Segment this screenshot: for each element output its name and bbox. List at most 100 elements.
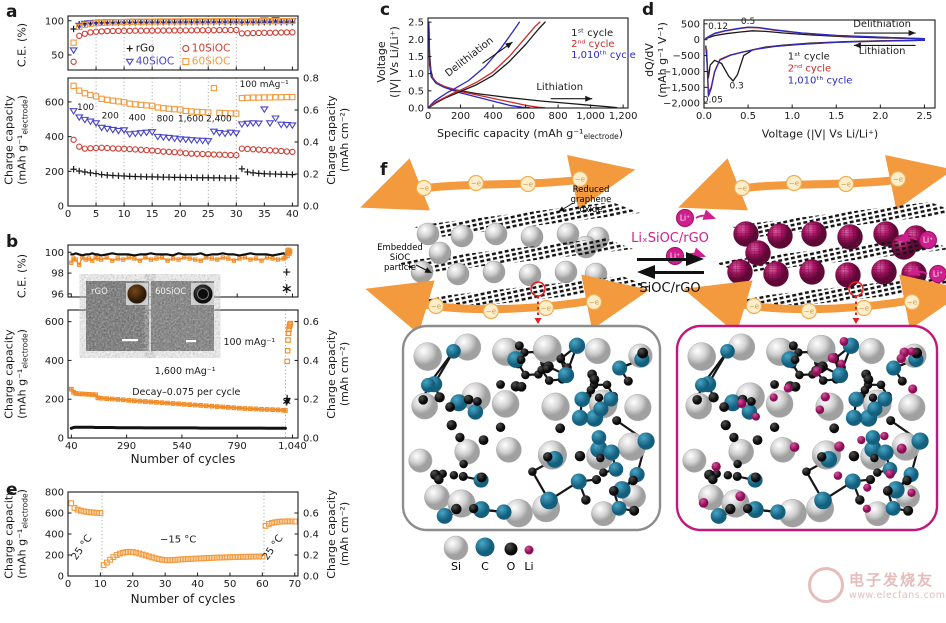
series-neg-1010th — [705, 39, 926, 97]
axis-title-units: (mAh g⁻¹electrode) — [16, 95, 30, 185]
watermark-logo — [808, 567, 844, 603]
legend-si-label: Si — [451, 560, 461, 573]
sioc-label-line: SiOC — [390, 253, 410, 263]
sioc-label-line: particle — [384, 263, 416, 273]
svg-text:0: 0 — [58, 202, 64, 213]
svg-text:0.6: 0.6 — [303, 509, 319, 520]
svg-text:1,010ᵗʰ cycle: 1,010ᵗʰ cycle — [571, 50, 636, 61]
svg-text:20: 20 — [174, 209, 187, 220]
svg-text:−e: −e — [575, 176, 585, 184]
svg-text:Li⁺: Li⁺ — [923, 236, 933, 245]
svg-text:100: 100 — [45, 16, 64, 27]
chart-e: 0 10 20 30 40 50 60 70 0 200 400 600 800 0.0 0.2 0.4 0.6… — [45, 488, 319, 591]
legend-li-label: Li — [524, 560, 533, 573]
svg-text:400: 400 — [129, 114, 146, 124]
svg-text:−e: −e — [419, 185, 429, 193]
legend-o-label: O — [507, 560, 516, 573]
svg-text:−e: −e — [789, 180, 799, 188]
svg-text:0.2: 0.2 — [303, 170, 319, 181]
svg-text:200: 200 — [45, 395, 64, 406]
svg-text:−e: −e — [893, 176, 903, 184]
svg-text:0.2: 0.2 — [303, 395, 319, 406]
rgo-sheet-label: Reduced graphene oxide — [558, 185, 611, 215]
chart-b_ce: 96 98 100 — [45, 244, 299, 300]
atom-legend: Si C O Li — [443, 535, 534, 573]
series-rGo — [70, 165, 296, 182]
series-60SiOC — [70, 82, 296, 117]
legend-si-sphere — [443, 535, 469, 561]
chart-b_cap: 40 290 540 790 1,040 0 200 400 600 0.0 0.2 0.4 0.6 10… — [45, 309, 319, 452]
reaction-equilibrium: LiₓSiOC/rGO SiOC/rGO — [631, 231, 709, 296]
svg-text:60: 60 — [256, 579, 269, 590]
li-ion: Li⁺ — [676, 209, 717, 227]
svg-text:600: 600 — [516, 111, 535, 122]
svg-text:−1,500: −1,500 — [663, 83, 700, 94]
svg-text:−e: −e — [431, 303, 441, 311]
molecular-structure-pristine — [401, 324, 662, 532]
svg-text:0: 0 — [65, 209, 71, 220]
svg-text:0.12: 0.12 — [708, 22, 728, 32]
svg-text:10: 10 — [118, 209, 131, 220]
svg-text:0.5: 0.5 — [741, 17, 755, 27]
series-10SiOC — [70, 136, 296, 159]
panel-a-capacity-axis-title: Charge capacity (mAh g⁻¹electrode) — [2, 95, 29, 185]
sem-label-60sioc: 60SiOC — [155, 287, 186, 297]
svg-text:0.6: 0.6 — [303, 106, 319, 117]
molecular-structure-lithiated — [675, 324, 939, 532]
legend-li-sphere — [524, 545, 534, 555]
series-60SiOC — [70, 17, 296, 46]
series-delithiation-1st — [428, 21, 546, 108]
svg-text:290: 290 — [117, 441, 136, 452]
svg-text:1.0: 1.0 — [784, 111, 800, 122]
svg-text:25: 25 — [202, 209, 215, 220]
svg-text:800: 800 — [45, 488, 64, 499]
svg-text:100: 100 — [77, 103, 94, 113]
svg-text:1,040: 1,040 — [278, 441, 307, 452]
svg-text:50: 50 — [51, 50, 64, 61]
svg-text:600: 600 — [45, 509, 64, 520]
svg-text:100 mAg⁻¹: 100 mAg⁻¹ — [223, 337, 275, 348]
svg-text:60SiOC: 60SiOC — [192, 56, 231, 68]
svg-text:Delithiation: Delithiation — [853, 19, 911, 30]
scale-bar — [122, 339, 138, 342]
svg-text:1ˢᵗ cycle: 1ˢᵗ cycle — [571, 28, 613, 39]
axis-units-close: ) — [15, 95, 29, 100]
series-10SiOC — [70, 26, 296, 65]
svg-text:400: 400 — [483, 111, 502, 122]
svg-text:−e: −e — [589, 299, 599, 307]
series-60SiOC — [68, 500, 298, 569]
axis-units-text: Specific capacity (mAh g⁻¹ — [436, 127, 584, 140]
svg-text:−e: −e — [804, 308, 814, 316]
axis-units-sub: electrode — [20, 99, 30, 135]
axis-title-text: C.E. (%) — [15, 22, 29, 68]
svg-text:790: 790 — [228, 441, 247, 452]
panel-b-x-axis-title: Number of cycles — [130, 452, 236, 466]
svg-text:600: 600 — [45, 317, 64, 328]
panel-a-ce-axis-title: C.E. (%) — [15, 23, 28, 67]
svg-text:1,200: 1,200 — [609, 111, 638, 122]
svg-text:2ⁿᵈ cycle: 2ⁿᵈ cycle — [571, 39, 614, 50]
svg-text:Lithiation: Lithiation — [859, 46, 906, 57]
assembly-lithiated: −e −e −e −e −e −e −e −e — [678, 155, 946, 335]
svg-text:40SiOC: 40SiOC — [136, 56, 175, 68]
svg-text:100: 100 — [45, 248, 64, 259]
svg-text:25 °C: 25 °C — [70, 533, 95, 562]
svg-text:400: 400 — [45, 356, 64, 367]
panel-b-capacity-axis-title: Charge capacity (mAh g⁻¹electrode) — [2, 329, 29, 419]
svg-text:0.4: 0.4 — [303, 530, 319, 541]
svg-text:1,600: 1,600 — [178, 115, 204, 125]
svg-text:−e: −e — [471, 180, 481, 188]
svg-text:0.0: 0.0 — [303, 434, 319, 445]
svg-text:−e: −e — [749, 303, 759, 311]
svg-text:0.0: 0.0 — [303, 572, 319, 583]
embedded-sioc-label: Embedded SiOC particle — [377, 243, 432, 273]
sioc-label-line: Embedded — [377, 243, 423, 253]
svg-text:1.5: 1.5 — [408, 52, 424, 63]
svg-text:200: 200 — [102, 111, 119, 121]
series-delithiation-2nd — [428, 21, 541, 108]
label-pointer-arrowhead — [424, 267, 432, 273]
coin-inner-ring — [197, 288, 209, 300]
svg-text:15: 15 — [146, 209, 159, 220]
legend-c-sphere — [475, 537, 495, 557]
